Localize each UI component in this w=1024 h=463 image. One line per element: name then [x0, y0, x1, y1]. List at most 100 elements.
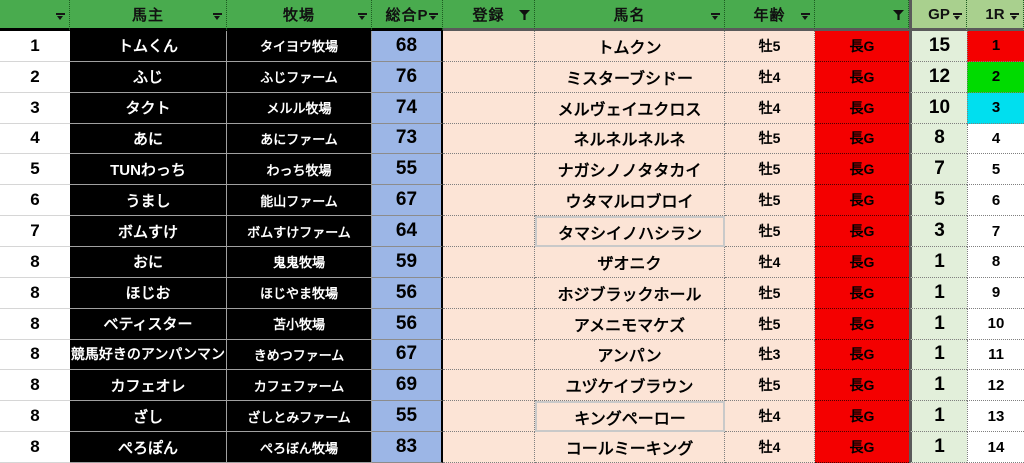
gp-cell[interactable]: 1 [909, 401, 967, 433]
header-total-p[interactable]: 総合P [372, 0, 443, 31]
filter-dropdown-icon[interactable] [213, 13, 222, 20]
owner-cell[interactable]: 競馬好きのアンパンマン [70, 339, 227, 371]
r1-cell[interactable]: 10 [967, 308, 1024, 340]
r1-cell[interactable]: 8 [967, 247, 1024, 278]
farm-cell[interactable]: わっち牧場 [227, 154, 372, 186]
farm-cell[interactable]: カフェファーム [227, 370, 372, 402]
farm-cell[interactable]: ほじやま牧場 [227, 277, 372, 309]
r1-cell[interactable]: 4 [967, 123, 1024, 155]
r1-cell[interactable]: 5 [967, 154, 1024, 186]
horse-name-cell[interactable]: メルヴェイユクロス [535, 92, 725, 124]
gp-cell[interactable]: 1 [909, 370, 967, 402]
owner-cell[interactable]: あに [70, 123, 227, 155]
grade-cell[interactable]: 長G [815, 154, 909, 186]
farm-cell[interactable]: ざしとみファーム [227, 401, 372, 433]
registration-cell[interactable] [443, 277, 535, 309]
grade-cell[interactable]: 長G [815, 216, 909, 247]
age-cell[interactable]: 牡5 [725, 154, 815, 186]
registration-cell[interactable] [443, 154, 535, 186]
registration-cell[interactable] [443, 401, 535, 433]
age-cell[interactable]: 牡5 [725, 216, 815, 247]
gp-cell[interactable]: 3 [909, 216, 967, 247]
horse-name-cell[interactable]: アンパン [535, 339, 725, 371]
gp-cell[interactable]: 1 [909, 432, 967, 463]
grade-cell[interactable]: 長G [815, 123, 909, 155]
owner-cell[interactable]: ベティスター [70, 308, 227, 340]
registration-cell[interactable] [443, 31, 535, 62]
farm-cell[interactable]: ぺろぼん牧場 [227, 432, 372, 463]
owner-cell[interactable]: タクト [70, 92, 227, 124]
total-p-cell[interactable]: 56 [372, 308, 443, 340]
farm-cell[interactable]: ボムすけファーム [227, 216, 372, 247]
age-cell[interactable]: 牡4 [725, 432, 815, 463]
total-p-cell[interactable]: 59 [372, 247, 443, 278]
horse-name-cell[interactable]: ユヅケイブラウン [535, 370, 725, 402]
registration-cell[interactable] [443, 185, 535, 217]
total-p-cell[interactable]: 67 [372, 185, 443, 217]
filter-funnel-icon[interactable] [893, 10, 904, 20]
age-cell[interactable]: 牡5 [725, 123, 815, 155]
filter-dropdown-icon[interactable] [56, 13, 65, 20]
farm-cell[interactable]: 能山ファーム [227, 185, 372, 217]
total-p-cell[interactable]: 55 [372, 401, 443, 433]
gp-cell[interactable]: 1 [909, 247, 967, 278]
horse-name-cell[interactable]: キングペーロー [535, 401, 725, 433]
gp-cell[interactable]: 1 [909, 308, 967, 340]
gp-cell[interactable]: 1 [909, 277, 967, 309]
grade-cell[interactable]: 長G [815, 185, 909, 217]
gp-cell[interactable]: 12 [909, 61, 967, 93]
total-p-cell[interactable]: 55 [372, 154, 443, 186]
farm-cell[interactable]: タイヨウ牧場 [227, 31, 372, 62]
total-p-cell[interactable]: 83 [372, 432, 443, 463]
farm-cell[interactable]: きめつファーム [227, 339, 372, 371]
horse-name-cell[interactable]: コールミーキング [535, 432, 725, 463]
horse-name-cell[interactable]: ネルネルネルネ [535, 123, 725, 155]
total-p-cell[interactable]: 64 [372, 216, 443, 247]
total-p-cell[interactable]: 76 [372, 61, 443, 93]
farm-cell[interactable]: 苫小牧場 [227, 308, 372, 340]
registration-cell[interactable] [443, 339, 535, 371]
r1-cell[interactable]: 7 [967, 216, 1024, 247]
horse-name-cell[interactable]: トムクン [535, 31, 725, 62]
farm-cell[interactable]: あにファーム [227, 123, 372, 155]
owner-cell[interactable]: おに [70, 247, 227, 278]
header-age[interactable]: 年齢 [725, 0, 815, 31]
farm-cell[interactable]: メルル牧場 [227, 92, 372, 124]
total-p-cell[interactable]: 74 [372, 92, 443, 124]
owner-cell[interactable]: ぺろぽん [70, 432, 227, 463]
header-1r[interactable]: 1R [967, 0, 1024, 31]
age-cell[interactable]: 牡5 [725, 185, 815, 217]
gp-cell[interactable]: 8 [909, 123, 967, 155]
registration-cell[interactable] [443, 92, 535, 124]
r1-cell[interactable]: 2 [967, 61, 1024, 93]
grade-cell[interactable]: 長G [815, 432, 909, 463]
horse-name-cell[interactable]: ウタマルロブロイ [535, 185, 725, 217]
owner-cell[interactable]: うまし [70, 185, 227, 217]
owner-cell[interactable]: ふじ [70, 61, 227, 93]
grade-cell[interactable]: 長G [815, 339, 909, 371]
header-registration[interactable]: 登録 [443, 0, 535, 31]
grade-cell[interactable]: 長G [815, 31, 909, 62]
horse-name-cell[interactable]: ザオニク [535, 247, 725, 278]
grade-cell[interactable]: 長G [815, 277, 909, 309]
owner-cell[interactable]: ざし [70, 401, 227, 433]
header-owner[interactable]: 馬主 [70, 0, 227, 31]
registration-cell[interactable] [443, 370, 535, 402]
total-p-cell[interactable]: 69 [372, 370, 443, 402]
total-p-cell[interactable]: 67 [372, 339, 443, 371]
registration-cell[interactable] [443, 308, 535, 340]
grade-cell[interactable]: 長G [815, 308, 909, 340]
r1-cell[interactable]: 9 [967, 277, 1024, 309]
age-cell[interactable]: 牡5 [725, 277, 815, 309]
gp-cell[interactable]: 5 [909, 185, 967, 217]
header-gp[interactable]: GP [909, 0, 967, 31]
gp-cell[interactable]: 7 [909, 154, 967, 186]
farm-cell[interactable]: ふじファーム [227, 61, 372, 93]
registration-cell[interactable] [443, 247, 535, 278]
gp-cell[interactable]: 15 [909, 31, 967, 62]
registration-cell[interactable] [443, 61, 535, 93]
registration-cell[interactable] [443, 123, 535, 155]
registration-cell[interactable] [443, 216, 535, 247]
grade-cell[interactable]: 長G [815, 92, 909, 124]
filter-dropdown-icon[interactable] [711, 13, 720, 20]
